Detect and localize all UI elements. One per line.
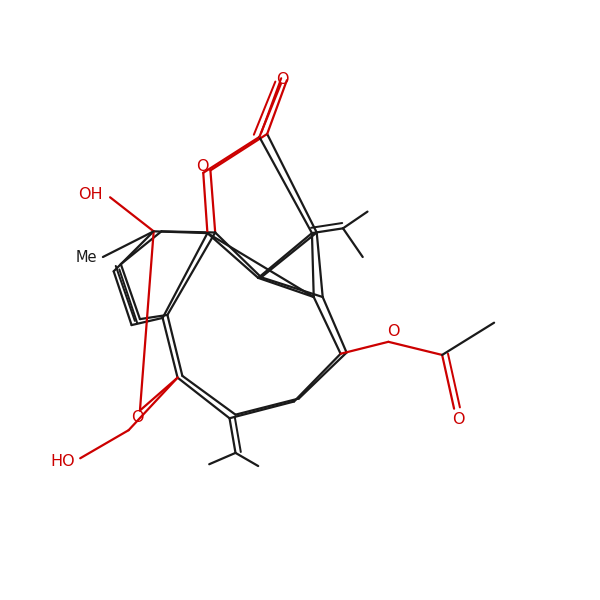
Text: O: O (387, 323, 400, 338)
Text: Me: Me (76, 250, 97, 265)
Text: HO: HO (51, 454, 76, 469)
Text: O: O (452, 412, 465, 427)
Text: O: O (196, 160, 208, 175)
Text: O: O (276, 71, 289, 86)
Text: OH: OH (78, 187, 103, 202)
Text: O: O (131, 410, 143, 425)
